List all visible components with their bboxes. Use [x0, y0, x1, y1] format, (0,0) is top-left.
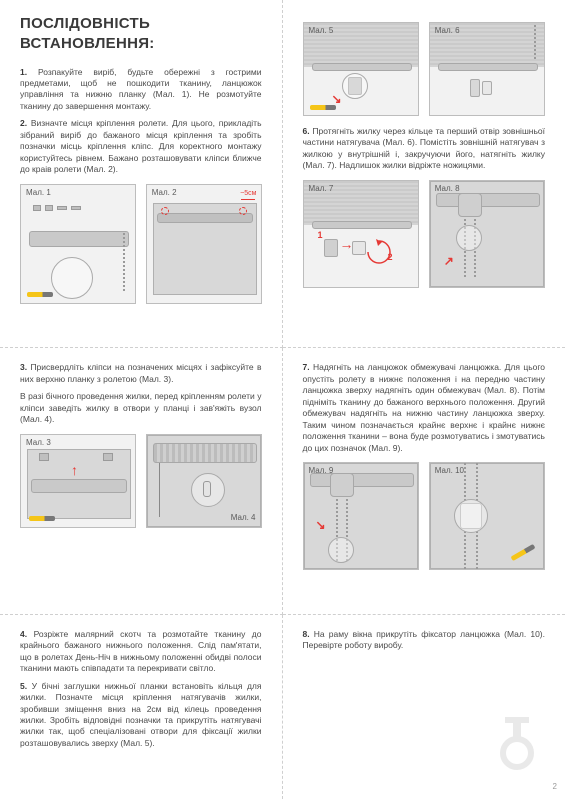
step-1: 1. Розпакуйте виріб, будьте обережні з г…	[20, 67, 262, 113]
fig-row-9-10: Мал. 9 ↘ Мал. 10	[303, 462, 546, 570]
cell-bot-left: 4. Розріжте малярний скотч та розмотайте…	[0, 615, 283, 799]
page-title: ПОСЛІДОВНІСТЬ ВСТАНОВЛЕННЯ:	[20, 14, 262, 55]
figure-5: Мал. 5 ↘	[303, 22, 419, 116]
marker-1: 1	[318, 229, 323, 241]
fig-label-10: Мал. 10	[435, 466, 464, 477]
figure-10: Мал. 10	[429, 462, 545, 570]
fig-label-4: Мал. 4	[231, 513, 256, 524]
cell-mid-right: 7. Надягніть на ланцюжок обмежувачі ланц…	[283, 348, 565, 614]
step-4: 4. Розріжте малярний скотч та розмотайте…	[20, 629, 262, 675]
fig-label-1: Мал. 1	[26, 188, 51, 199]
fig-row-3-4: Мал. 3 ↑ Мал. 4	[20, 434, 262, 528]
cell-mid-left: 3. Присвердліть кліпси на позначених міс…	[0, 348, 283, 614]
figure-1: Мал. 1	[20, 184, 136, 304]
step-2: 2. Визначте місця кріплення ролети. Для …	[20, 118, 262, 175]
marker-2: 2	[388, 251, 393, 263]
step-7: 7. Надягніть на ланцюжок обмежувачі ланц…	[303, 362, 546, 454]
step-3: 3. Присвердліть кліпси на позначених міс…	[20, 362, 262, 385]
fig-label-9: Мал. 9	[309, 466, 334, 477]
fig-label-5: Мал. 5	[309, 26, 334, 37]
figure-8: Мал. 8 ↗	[429, 180, 545, 288]
figure-2: Мал. 2 ~5см	[146, 184, 262, 304]
step-6: 6. Протягніть жилку через кільце та перш…	[303, 126, 546, 172]
fig-label-8: Мал. 8	[435, 184, 460, 195]
step-8: 8. На раму вікна прикрутіть фіксатор лан…	[303, 629, 546, 652]
fig-row-7-8: Мал. 7 → 1 2 Мал. 8 ↗	[303, 180, 546, 288]
fig-row-5-6: Мал. 5 ↘ Мал. 6	[303, 22, 546, 116]
cell-top-left: ПОСЛІДОВНІСТЬ ВСТАНОВЛЕННЯ: 1. Розпакуйт…	[0, 0, 283, 348]
fig-label-7: Мал. 7	[309, 184, 334, 195]
cell-top-right: Мал. 5 ↘ Мал. 6 6. Протягніть жилку чере…	[283, 0, 565, 348]
page-number: 2	[553, 782, 557, 793]
margin-label: ~5см	[240, 189, 256, 198]
figure-3: Мал. 3 ↑	[20, 434, 136, 528]
cell-bot-right: 8. На раму вікна прикрутіть фіксатор лан…	[283, 615, 565, 799]
watermark-icon	[487, 711, 547, 771]
figure-4: Мал. 4	[146, 434, 262, 528]
instruction-page: ПОСЛІДОВНІСТЬ ВСТАНОВЛЕННЯ: 1. Розпакуйт…	[0, 0, 565, 799]
figure-6: Мал. 6	[429, 22, 545, 116]
fig-label-2: Мал. 2	[152, 188, 177, 199]
fig-row-1-2: Мал. 1 Мал. 2 ~5см	[20, 184, 262, 304]
step-5: 5. У бічні заглушки нижньої планки встан…	[20, 681, 262, 750]
figure-7: Мал. 7 → 1 2	[303, 180, 419, 288]
step-3b: В разі бічного проведення жилки, перед к…	[20, 391, 262, 425]
figure-9: Мал. 9 ↘	[303, 462, 419, 570]
fig-label-3: Мал. 3	[26, 438, 51, 449]
fig-label-6: Мал. 6	[435, 26, 460, 37]
